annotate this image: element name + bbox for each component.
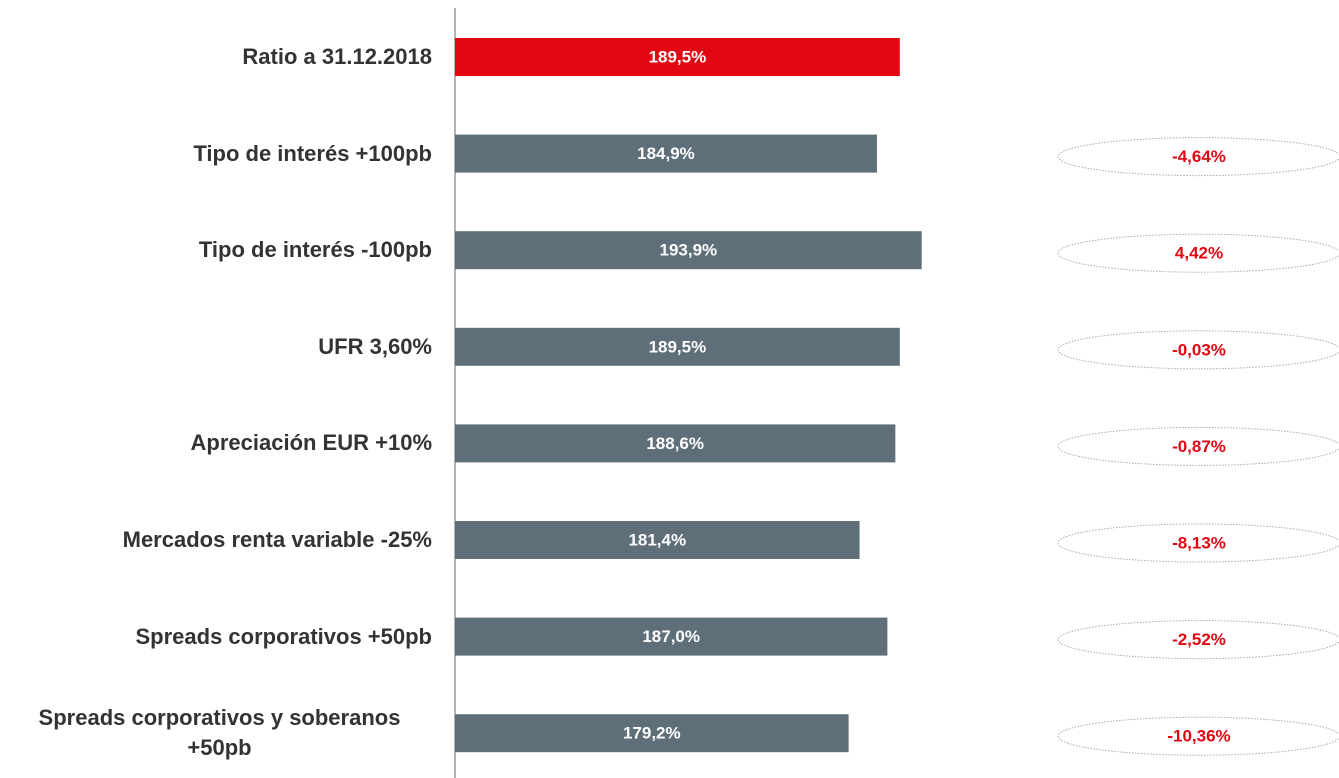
bar [455, 521, 860, 559]
category-text: Spreads corporativos +50pb [135, 623, 433, 649]
change-label: -2,52% [1172, 630, 1226, 649]
change-ellipse [1057, 426, 1339, 466]
category-label: Spreads corporativos y soberanos +50pb [0, 698, 432, 768]
category-text: Spreads corporativos y soberanos +50pb [38, 705, 401, 761]
bar [455, 424, 896, 463]
bar [455, 38, 900, 76]
change-ellipse [1057, 620, 1339, 660]
category-label: Apreciación EUR +10% [0, 408, 432, 478]
change-label: -0,87% [1172, 437, 1226, 456]
category-text: Tipo de interés +100pb [193, 140, 432, 166]
change-ellipse [1057, 233, 1339, 273]
category-label: UFR 3,60% [0, 312, 432, 382]
bar-value-label: 189,5% [649, 47, 707, 66]
bar-value-label: 188,6% [646, 434, 704, 453]
bar [455, 714, 849, 753]
bar-value-label: 187,0% [642, 627, 700, 646]
bar [455, 327, 900, 366]
bar-value-label: 189,5% [649, 337, 707, 356]
bar-value-label: 193,9% [660, 241, 718, 260]
bar-value-label: 181,4% [628, 530, 686, 549]
change-ellipse [1057, 523, 1339, 563]
category-text: Tipo de interés -100pb [198, 237, 432, 263]
change-label: -0,03% [1172, 340, 1226, 359]
category-label: Ratio a 31.12.2018 [0, 22, 432, 92]
change-label: -8,13% [1172, 533, 1226, 552]
category-text: Mercados renta variable -25% [122, 527, 432, 552]
bar [455, 134, 877, 173]
change-label: 4,42% [1175, 244, 1223, 263]
bar-value-label: 179,2% [623, 724, 681, 743]
category-text: UFR 3,60% [318, 333, 432, 359]
category-text: Ratio a 31.12.2018 [242, 44, 432, 69]
change-ellipse [1057, 330, 1339, 370]
bar [455, 231, 922, 270]
category-label: Tipo de interés +100pb [0, 119, 432, 189]
category-label: Tipo de interés -100pb [0, 215, 432, 285]
change-ellipse [1057, 137, 1339, 177]
bar [455, 617, 888, 656]
change-label: -4,64% [1172, 147, 1226, 166]
change-ellipse [1057, 716, 1339, 756]
change-label: -10,36% [1167, 727, 1230, 746]
bar-value-label: 184,9% [637, 144, 695, 163]
category-text: Apreciación EUR +10% [190, 430, 432, 456]
category-label: Spreads corporativos +50pb [0, 602, 433, 672]
category-label: Mercados renta variable -25% [0, 505, 432, 575]
